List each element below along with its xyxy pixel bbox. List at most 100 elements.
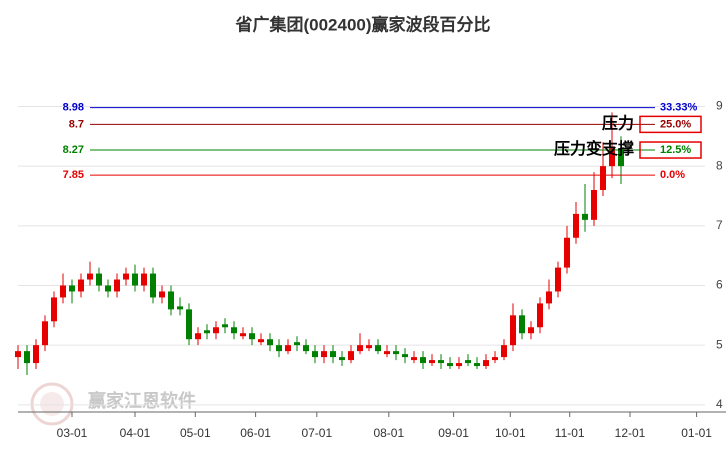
candle-body: [33, 345, 39, 364]
y-tick-label: 7: [716, 218, 723, 232]
candle-body: [447, 363, 453, 367]
level-box: [639, 115, 702, 134]
candle-body: [186, 309, 192, 340]
x-tick-label: 08-01: [373, 426, 404, 440]
level-percent: 33.33%: [660, 102, 698, 114]
candle-body: [330, 351, 336, 358]
y-tick-label: 5: [716, 337, 723, 351]
candle-body: [528, 327, 534, 334]
x-tick-label: 01-01: [681, 426, 712, 440]
candle-body: [303, 345, 309, 352]
candle-body: [582, 213, 588, 220]
level-percent: 25.0%: [660, 118, 691, 130]
candle-body: [312, 351, 318, 358]
candle-body: [357, 345, 363, 352]
candle-body: [69, 285, 75, 292]
candle-body: [105, 285, 111, 292]
candle-body: [60, 285, 66, 298]
candle-body: [285, 345, 291, 352]
candle-body: [402, 354, 408, 358]
x-tick-label: 10-01: [495, 426, 526, 440]
candle-body: [537, 303, 543, 328]
candle-body: [546, 291, 552, 304]
watermark-logo: [30, 382, 74, 426]
candle-body: [87, 273, 93, 280]
candle-body: [258, 339, 264, 343]
candle-body: [384, 351, 390, 355]
candle-body: [159, 291, 165, 298]
candle-body: [213, 327, 219, 334]
annotation: 压力: [602, 114, 634, 133]
candle-body: [267, 339, 273, 346]
candle-body: [510, 315, 516, 346]
candle-body: [429, 360, 435, 364]
watermark: 赢家江恩软件: [88, 390, 196, 411]
candle-body: [141, 273, 147, 286]
candle-body: [420, 357, 426, 364]
candle-body: [177, 306, 183, 310]
candle-body: [519, 315, 525, 334]
x-tick-label: 06-01: [240, 426, 271, 440]
x-tick-label: 11-01: [555, 426, 585, 440]
candle-body: [618, 148, 624, 167]
candle-body: [555, 267, 561, 292]
x-tick-label: 05-01: [180, 426, 211, 440]
candle-body: [339, 357, 345, 361]
candle-body: [321, 351, 327, 358]
candle-body: [168, 291, 174, 310]
y-tick-label: 4: [716, 397, 723, 411]
y-tick-label: 6: [716, 278, 723, 292]
candle-body: [24, 351, 30, 364]
level-box: [639, 141, 702, 159]
candle-body: [150, 273, 156, 298]
candle-body: [591, 190, 597, 220]
candle-body: [564, 237, 570, 268]
level-percent: 0.0%: [660, 169, 685, 181]
level-price: 8.7: [69, 118, 84, 130]
candle-body: [366, 345, 372, 349]
chart-title: 省广集团(002400)赢家波段百分比: [234, 14, 490, 34]
candle-body: [465, 360, 471, 364]
candle-body: [573, 213, 579, 238]
candle-body: [231, 327, 237, 334]
candle-body: [375, 345, 381, 352]
candle-body: [123, 273, 129, 280]
candle-body: [456, 363, 462, 367]
level-percent: 12.5%: [660, 144, 691, 156]
candle-body: [42, 321, 48, 346]
y-tick-label: 8: [716, 158, 723, 172]
candle-body: [132, 273, 138, 286]
candle-body: [114, 279, 120, 292]
x-tick-label: 12-01: [615, 426, 646, 440]
candle-body: [600, 166, 606, 191]
annotation: 压力变支撑: [554, 139, 634, 158]
candle-body: [474, 363, 480, 367]
candle-body: [483, 360, 489, 367]
candle-body: [393, 351, 399, 355]
candle-body: [276, 345, 282, 352]
level-price: 7.85: [63, 169, 84, 181]
candle-body: [51, 297, 57, 322]
x-tick-label: 07-01: [301, 426, 332, 440]
x-tick-label: 03-01: [57, 426, 88, 440]
candle-body: [78, 279, 84, 292]
candle-body: [348, 351, 354, 361]
candle-body: [501, 345, 507, 358]
candle-body: [204, 330, 210, 334]
y-tick-label: 9: [716, 99, 723, 113]
level-price: 8.27: [63, 144, 84, 156]
candle-body: [294, 342, 300, 346]
candle-body: [96, 273, 102, 286]
candle-body: [222, 324, 228, 328]
x-tick-label: 04-01: [120, 426, 151, 440]
candle-body: [411, 357, 417, 361]
candle-body: [249, 333, 255, 340]
candle-body: [438, 360, 444, 364]
candle-body: [609, 148, 615, 167]
candle-body: [15, 351, 21, 358]
x-tick-label: 09-01: [438, 426, 469, 440]
candle-body: [492, 357, 498, 361]
candle-body: [195, 333, 201, 340]
candle-body: [240, 333, 246, 337]
